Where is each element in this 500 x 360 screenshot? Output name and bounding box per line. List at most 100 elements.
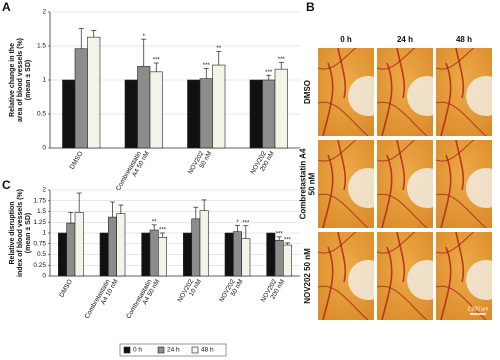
- y-tick-label: 1.25: [33, 219, 46, 226]
- row-label: DMSO: [303, 80, 312, 104]
- implant: [466, 76, 492, 116]
- bar: [233, 231, 242, 277]
- y-axis-label: Relative disruption: [9, 201, 16, 264]
- vessel: [337, 48, 347, 99]
- implant: [466, 168, 492, 208]
- photo-content: [377, 232, 433, 320]
- vessel: [318, 232, 357, 254]
- panel-label: C: [2, 178, 11, 192]
- y-axis-label: (mean ± SD): [25, 213, 32, 253]
- bar: [116, 213, 126, 277]
- photo-content: [436, 48, 492, 136]
- y-axis-label: (mean ± SD): [25, 60, 32, 100]
- significance-label: *: [143, 34, 146, 40]
- bar: [274, 68, 288, 149]
- vessel: [318, 101, 369, 136]
- photo-content: [318, 48, 374, 136]
- significance-label: ***: [203, 63, 211, 69]
- bar: [137, 66, 151, 149]
- legend-label: 24 h: [167, 347, 180, 354]
- implant: [348, 168, 374, 208]
- legend-label: 0 h: [133, 347, 142, 354]
- bar: [183, 232, 192, 277]
- vessel: [381, 62, 393, 136]
- photo-content: [318, 232, 374, 320]
- bar: [87, 36, 101, 149]
- bar: [212, 64, 226, 149]
- bar: [191, 218, 201, 277]
- bar: [274, 240, 284, 277]
- bar: [74, 48, 88, 149]
- panel-label: A: [2, 0, 11, 14]
- vessel: [337, 140, 347, 191]
- legend-swatch: [157, 346, 165, 354]
- y-tick-label: 0: [42, 273, 46, 280]
- scale-bar-label: 2,000 μm: [468, 306, 489, 312]
- column-header: 0 h: [340, 35, 352, 44]
- significance-label: *: [236, 220, 239, 226]
- y-axis-label: index of blood vessels (%): [17, 189, 24, 277]
- vessel: [455, 140, 465, 191]
- column-header: 48 h: [456, 35, 472, 44]
- vessel: [396, 232, 406, 283]
- photo: [436, 140, 492, 228]
- photo: [318, 140, 374, 228]
- significance-label: **: [216, 46, 221, 52]
- photo-content: [318, 140, 374, 228]
- implant: [348, 260, 374, 300]
- vessel: [436, 193, 487, 228]
- row-label: NOV202 50 nM: [303, 248, 312, 304]
- photo: [436, 232, 492, 320]
- significance-label: **: [152, 219, 157, 225]
- vessel: [396, 48, 406, 99]
- bar: [199, 78, 213, 149]
- vessel: [318, 48, 357, 70]
- vessel: [322, 154, 334, 228]
- vessel: [455, 232, 465, 283]
- bar: [74, 212, 84, 277]
- vessel: [436, 232, 475, 254]
- vessel: [337, 232, 347, 283]
- panel-label: B: [306, 0, 315, 14]
- vessel: [377, 101, 428, 136]
- row-label: Combretastatin A4: [299, 148, 308, 219]
- bar: [249, 79, 263, 149]
- vessel: [440, 62, 452, 136]
- vessel: [318, 193, 369, 228]
- y-axis-label: area of blood vessels (%): [17, 38, 24, 122]
- photo-content: [436, 140, 492, 228]
- vessel: [318, 285, 369, 320]
- y-tick-label: 1: [42, 77, 46, 84]
- vessel: [322, 62, 334, 136]
- implant: [407, 76, 433, 116]
- bar: [187, 79, 201, 149]
- implant: [466, 260, 492, 300]
- bar: [62, 79, 76, 149]
- y-tick-label: 0.75: [33, 240, 46, 247]
- bar: [158, 237, 167, 277]
- implant: [407, 168, 433, 208]
- y-tick-label: 2: [42, 187, 46, 194]
- bar: [108, 216, 117, 277]
- y-tick-label: 0.5: [37, 251, 46, 258]
- legend-swatch: [123, 346, 131, 354]
- y-tick-label: 2: [42, 9, 46, 16]
- bar: [199, 210, 209, 277]
- significance-label: ***: [278, 57, 286, 63]
- photo: [377, 140, 433, 228]
- y-tick-label: 1.75: [33, 197, 46, 204]
- implant: [407, 260, 433, 300]
- vessel: [377, 140, 416, 162]
- vessel: [436, 101, 487, 136]
- vessel: [322, 246, 334, 320]
- vessel: [440, 246, 452, 320]
- photo-content: [377, 48, 433, 136]
- vessel: [440, 154, 452, 228]
- bar: [266, 232, 276, 277]
- x-tick-label: DMSO: [58, 278, 74, 298]
- vessel: [436, 140, 475, 162]
- significance-label: ***: [276, 231, 284, 237]
- vessel: [377, 48, 416, 70]
- legend-label: 48 h: [201, 347, 214, 354]
